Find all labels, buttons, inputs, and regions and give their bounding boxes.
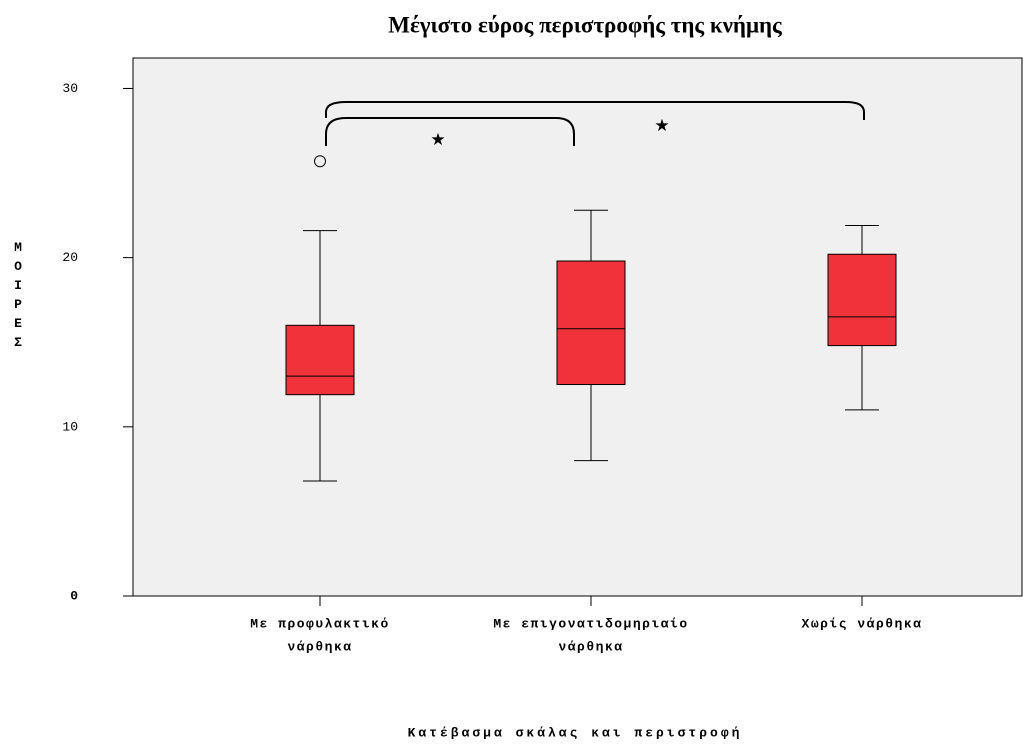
y-tick-label: 0 bbox=[70, 588, 78, 603]
bracket bbox=[325, 101, 865, 120]
x-axis-title: Κατέβασμα σκάλας και περιστροφή bbox=[408, 725, 743, 740]
box bbox=[556, 260, 626, 386]
box bbox=[827, 253, 897, 347]
annotation: ★ bbox=[654, 116, 669, 136]
chart-title: Μέγιστο εύρος περιστροφής της κνήμης bbox=[388, 12, 782, 37]
y-tick-label: 30 bbox=[62, 81, 78, 96]
bracket bbox=[325, 117, 575, 146]
x-tick-label: Με προφυλακτικό bbox=[250, 616, 390, 631]
y-tick-label: 10 bbox=[62, 419, 78, 434]
outlier bbox=[314, 155, 326, 168]
x-tick-label: Με επιγονατιδομηριαίο bbox=[493, 616, 688, 631]
x-tick-label: νάρθηκα bbox=[287, 639, 352, 654]
y-tick-label: 20 bbox=[62, 250, 78, 265]
annotation: ★ bbox=[430, 130, 445, 150]
x-tick-label: νάρθηκα bbox=[558, 639, 623, 654]
significance-brackets bbox=[325, 101, 865, 146]
box bbox=[285, 324, 355, 396]
x-tick-label: Χωρίς νάρθηκα bbox=[802, 616, 923, 631]
y-axis-title: ΜΟΙΡΕΣ bbox=[11, 240, 26, 354]
